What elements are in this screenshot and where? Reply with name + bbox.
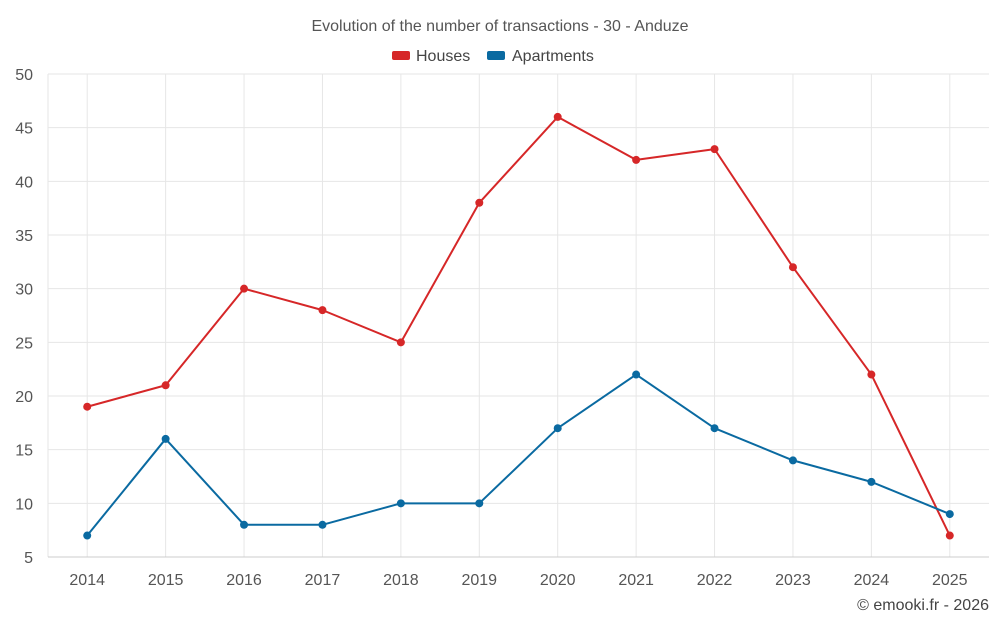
data-point-apartments-2019[interactable] <box>475 499 484 508</box>
x-tick-label: 2020 <box>540 572 576 589</box>
series-line-houses <box>86 115 951 536</box>
y-tick-label: 35 <box>15 228 33 245</box>
y-tick-label: 25 <box>15 335 33 352</box>
x-axis: 2014 2015 2016 2017 2018 2019 2020 2021 2022 2023… <box>48 556 989 589</box>
series-line-apartments <box>86 373 951 537</box>
y-tick-label: 45 <box>15 121 33 138</box>
data-point-houses-2018[interactable] <box>396 338 405 347</box>
legend-label-houses: Houses <box>416 48 470 65</box>
data-point-houses-2015[interactable] <box>161 381 170 390</box>
data-point-houses-2017[interactable] <box>318 306 327 315</box>
legend: Houses Apartments <box>392 48 594 65</box>
data-point-apartments-2025[interactable] <box>945 510 954 519</box>
y-tick-label: 30 <box>15 282 33 299</box>
data-point-houses-2025[interactable] <box>945 531 954 540</box>
data-point-apartments-2017[interactable] <box>318 520 327 529</box>
data-point-houses-2021[interactable] <box>632 155 641 164</box>
y-axis: 5 10 15 20 25 30 35 40 45 50 <box>15 67 49 567</box>
x-tick-label: 2019 <box>461 572 497 589</box>
y-tick-label: 50 <box>15 67 33 84</box>
chart-title: Evolution of the number of transactions … <box>311 18 688 35</box>
data-point-houses-2014[interactable] <box>83 402 92 411</box>
data-point-apartments-2015[interactable] <box>161 434 170 443</box>
data-point-houses-2019[interactable] <box>475 198 484 207</box>
data-point-apartments-2024[interactable] <box>867 477 876 486</box>
x-tick-label: 2015 <box>148 572 184 589</box>
series-apartments <box>83 370 954 540</box>
legend-item-houses[interactable]: Houses <box>392 48 470 65</box>
series-houses <box>83 112 954 540</box>
y-tick-label: 40 <box>15 174 33 191</box>
y-tick-label: 15 <box>15 443 33 460</box>
data-point-apartments-2014[interactable] <box>83 531 92 540</box>
y-tick-label: 20 <box>15 389 33 406</box>
x-tick-label: 2025 <box>932 572 968 589</box>
x-tick-label: 2021 <box>618 572 654 589</box>
x-tick-label: 2023 <box>775 572 811 589</box>
data-point-apartments-2023[interactable] <box>788 456 797 465</box>
data-point-houses-2022[interactable] <box>710 145 719 154</box>
x-tick-label: 2022 <box>697 572 733 589</box>
data-point-apartments-2020[interactable] <box>553 424 562 433</box>
y-tick-label: 10 <box>15 496 33 513</box>
legend-swatch-apartments <box>487 51 505 60</box>
legend-item-apartments[interactable]: Apartments <box>487 48 594 65</box>
grid <box>48 73 989 557</box>
data-point-houses-2023[interactable] <box>788 263 797 272</box>
data-point-houses-2024[interactable] <box>867 370 876 379</box>
x-tick-label: 2018 <box>383 572 419 589</box>
y-tick-label: 5 <box>24 550 33 567</box>
series <box>83 112 954 540</box>
data-point-houses-2016[interactable] <box>240 284 249 293</box>
legend-label-apartments: Apartments <box>512 48 594 65</box>
data-point-apartments-2022[interactable] <box>710 424 719 433</box>
data-point-apartments-2016[interactable] <box>240 520 249 529</box>
credit-text: © emooki.fr - 2026 <box>857 597 989 614</box>
x-tick-label: 2024 <box>854 572 890 589</box>
data-point-houses-2020[interactable] <box>553 112 562 121</box>
legend-swatch-houses <box>392 51 410 60</box>
x-tick-label: 2016 <box>226 572 262 589</box>
x-tick-label: 2014 <box>69 572 105 589</box>
data-point-apartments-2021[interactable] <box>632 370 641 379</box>
x-tick-label: 2017 <box>305 572 341 589</box>
data-point-apartments-2018[interactable] <box>396 499 405 508</box>
